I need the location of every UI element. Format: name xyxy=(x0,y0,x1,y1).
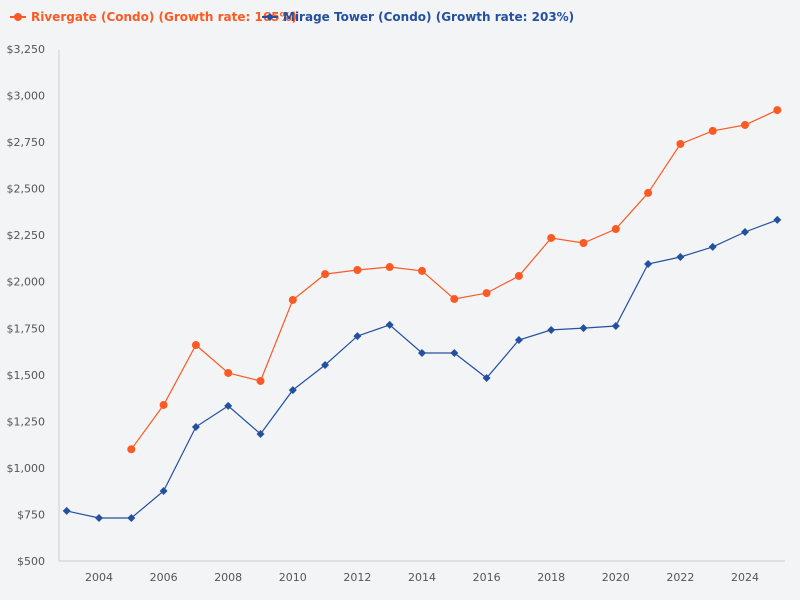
data-point[interactable] xyxy=(450,295,459,304)
data-point[interactable] xyxy=(353,332,362,341)
y-tick-label: $1,250 xyxy=(7,415,46,428)
y-tick-label: $1,750 xyxy=(7,322,46,335)
data-point[interactable] xyxy=(644,260,653,269)
legend-item[interactable]: Mirage Tower (Condo) (Growth rate: 203%) xyxy=(262,10,574,24)
y-tick-label: $2,750 xyxy=(7,136,46,149)
data-point[interactable] xyxy=(256,376,265,385)
data-point[interactable] xyxy=(514,271,523,280)
data-point[interactable] xyxy=(708,242,717,251)
data-point[interactable] xyxy=(418,349,426,358)
legend-label: Mirage Tower (Condo) (Growth rate: 203%) xyxy=(283,10,574,24)
x-tick-label: 2020 xyxy=(602,571,630,584)
y-tick-label: $2,000 xyxy=(7,276,46,289)
data-point[interactable] xyxy=(418,266,426,275)
data-point[interactable] xyxy=(62,506,71,515)
data-point[interactable] xyxy=(482,289,491,298)
legend-item[interactable]: Rivergate (Condo) (Growth rate: 165%) xyxy=(10,10,297,24)
data-point[interactable] xyxy=(256,430,265,439)
x-tick-label: 2024 xyxy=(731,571,759,584)
data-point[interactable] xyxy=(321,360,330,369)
data-point[interactable] xyxy=(127,513,136,522)
data-point[interactable] xyxy=(773,215,782,224)
legend-label: Rivergate (Condo) (Growth rate: 165%) xyxy=(31,10,297,24)
y-tick-label: $1,000 xyxy=(7,462,46,475)
x-axis-ticks: 2004 2006 2008 2010 2012 2014 2016 2018 2020 2022… xyxy=(85,571,759,584)
data-point[interactable] xyxy=(676,252,685,261)
data-point[interactable] xyxy=(159,486,168,495)
data-point[interactable] xyxy=(288,295,297,304)
legend-diamond-icon xyxy=(266,13,274,21)
x-tick-label: 2022 xyxy=(666,571,694,584)
data-point[interactable] xyxy=(127,445,136,454)
data-point[interactable] xyxy=(644,188,653,197)
series-line xyxy=(130,109,778,450)
x-tick-label: 2018 xyxy=(537,571,565,584)
data-point[interactable] xyxy=(95,513,103,522)
data-point[interactable] xyxy=(676,139,685,148)
y-tick-label: $1,500 xyxy=(7,369,46,382)
data-point[interactable] xyxy=(741,228,749,237)
y-tick-label: $2,250 xyxy=(7,229,46,242)
data-point[interactable] xyxy=(773,106,782,115)
legend-circle-icon xyxy=(14,13,22,21)
data-point[interactable] xyxy=(385,263,394,272)
y-axis-ticks: $500 $750 $1,000 $1,250 $1,500 $1,750 $2,000 $2… xyxy=(7,43,46,568)
data-point[interactable] xyxy=(224,368,233,377)
x-tick-label: 2004 xyxy=(85,571,113,584)
data-point[interactable] xyxy=(579,239,588,248)
x-tick-label: 2008 xyxy=(214,571,242,584)
series-group xyxy=(62,106,782,522)
legend: Rivergate (Condo) (Growth rate: 165%)Mir… xyxy=(10,10,574,24)
data-point[interactable] xyxy=(547,233,556,242)
data-point[interactable] xyxy=(611,322,620,331)
data-point[interactable] xyxy=(191,341,200,350)
data-point[interactable] xyxy=(514,336,523,345)
y-tick-label: $500 xyxy=(17,555,45,568)
data-point[interactable] xyxy=(224,401,233,410)
series-line xyxy=(66,219,778,519)
data-point[interactable] xyxy=(385,320,394,329)
data-point[interactable] xyxy=(321,270,330,279)
y-tick-label: $750 xyxy=(17,508,45,521)
data-point[interactable] xyxy=(191,422,200,431)
data-point[interactable] xyxy=(741,120,749,129)
data-point[interactable] xyxy=(611,225,620,234)
data-point[interactable] xyxy=(708,126,717,135)
series-rivergate xyxy=(127,106,782,454)
data-point[interactable] xyxy=(482,373,491,382)
y-tick-label: $3,000 xyxy=(7,90,46,103)
data-point[interactable] xyxy=(353,265,362,274)
x-tick-label: 2014 xyxy=(408,571,436,584)
y-tick-label: $3,250 xyxy=(7,43,46,56)
data-point[interactable] xyxy=(288,386,297,395)
data-point[interactable] xyxy=(579,324,588,333)
x-tick-label: 2006 xyxy=(150,571,178,584)
x-tick-label: 2012 xyxy=(343,571,371,584)
data-point[interactable] xyxy=(159,400,168,409)
y-tick-label: $2,500 xyxy=(7,183,46,196)
x-tick-label: 2010 xyxy=(279,571,307,584)
data-point[interactable] xyxy=(450,349,459,358)
data-point[interactable] xyxy=(547,325,556,334)
x-tick-label: 2016 xyxy=(473,571,501,584)
series-mirage-tower xyxy=(62,215,782,522)
